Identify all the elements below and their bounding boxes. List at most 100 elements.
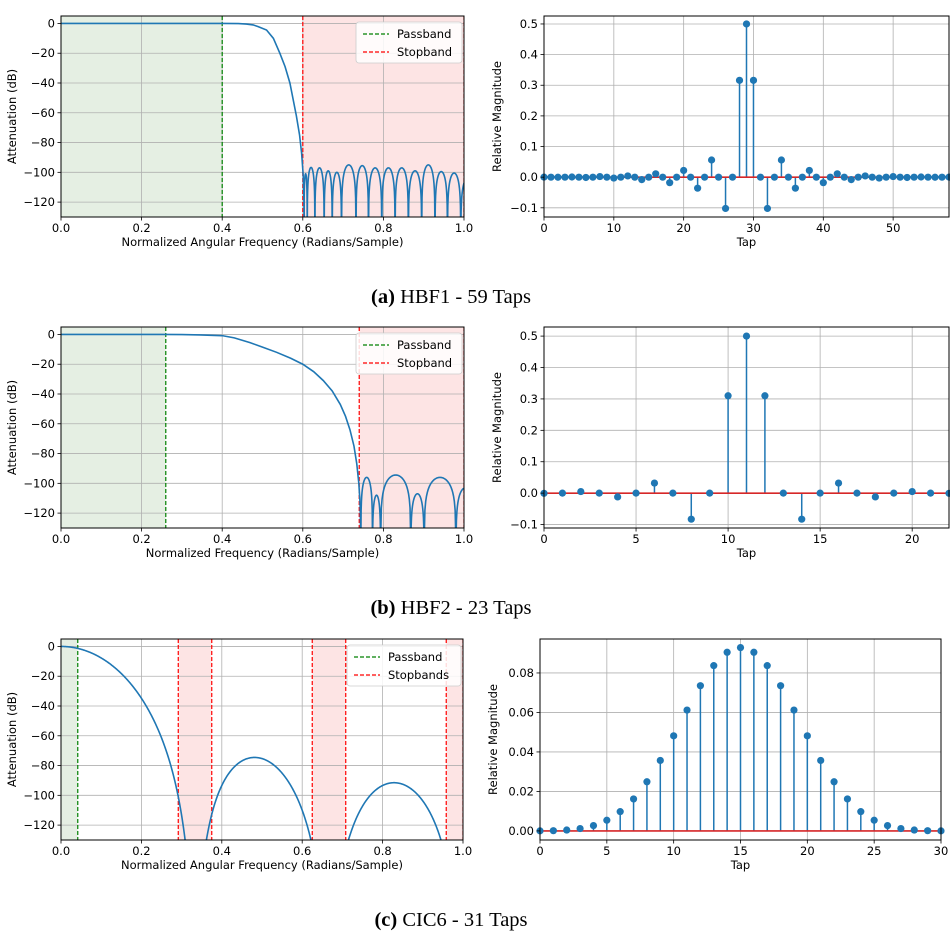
x-tick-label: 0 (536, 844, 543, 858)
y-tick-label: 0.5 (520, 329, 538, 343)
stopband-lobe (423, 476, 457, 528)
stem-marker (659, 173, 667, 181)
stem-marker (617, 173, 625, 181)
y-tick-label: 0.08 (508, 666, 534, 680)
stem-marker (603, 816, 611, 824)
y-tick-label: −100 (23, 165, 55, 179)
stem-marker (582, 173, 590, 182)
stem-marker (790, 706, 798, 714)
stem-marker (826, 173, 834, 181)
stem-marker (871, 493, 879, 501)
stem-marker (656, 756, 664, 765)
x-tick-label: 50 (886, 221, 901, 235)
stem-marker (798, 173, 806, 181)
stem-marker (724, 392, 732, 400)
y-tick-label: −20 (31, 46, 55, 60)
x-tick-label: 0.8 (373, 844, 391, 858)
passband-region (61, 327, 166, 528)
x-tick-label: 0.4 (213, 844, 231, 858)
stem-marker (701, 173, 709, 181)
stem-marker (643, 778, 651, 786)
caption-label: (c) (374, 909, 397, 931)
stem-marker (629, 795, 638, 803)
y-tick-label: 0.3 (520, 78, 538, 92)
legend: Passband Stopbands (346, 644, 462, 687)
y-tick-label: 0.2 (520, 109, 538, 123)
stem-marker (589, 173, 597, 181)
stopband-lobe (407, 170, 423, 217)
stem-marker (714, 173, 723, 181)
y-tick-label: −60 (31, 106, 55, 120)
y-tick-label: −40 (31, 699, 55, 713)
stem-marker (577, 487, 585, 496)
y-tick-label: −20 (31, 669, 55, 683)
stem-marker (938, 173, 946, 181)
caption-text: CIC6 - 31 Taps (402, 909, 527, 931)
stem-marker (558, 489, 567, 497)
stem-marker (547, 173, 555, 181)
y-axis-label: Relative Magnitude (490, 372, 504, 483)
stem-marker (761, 392, 769, 400)
x-tick-label: 10 (666, 844, 681, 858)
y-tick-label: −100 (23, 476, 55, 490)
stem-marker (868, 173, 876, 181)
stem-marker (924, 173, 932, 181)
x-tick-label: 0.6 (293, 844, 311, 858)
stem-marker (763, 662, 771, 670)
stem-marker (805, 166, 813, 175)
stem-marker (847, 176, 855, 184)
legend-box (355, 21, 463, 64)
y-axis-label: Attenuation (dB) (5, 69, 19, 164)
stem-marker (910, 173, 918, 181)
stopband-lobe (371, 494, 382, 528)
x-tick-label: 20 (800, 844, 815, 858)
stem-marker (816, 489, 824, 497)
stem-marker (903, 173, 911, 182)
x-tick-label: 10 (721, 532, 736, 546)
stem-marker (549, 827, 557, 835)
stem-marker (645, 173, 653, 181)
x-tick-label: 0.6 (294, 221, 312, 235)
y-tick-label: 0.1 (520, 455, 538, 469)
stem-marker (595, 489, 603, 497)
stem-marker (819, 179, 827, 187)
axes-frame (543, 15, 950, 218)
stopband-lobe (314, 167, 325, 217)
stem-marker (614, 493, 622, 501)
stopband-lobe (381, 167, 396, 217)
stem-marker (603, 173, 611, 181)
stem-marker (883, 821, 892, 830)
axes-frame (60, 638, 464, 841)
x-tick-label: 25 (867, 844, 882, 858)
stem-marker (616, 808, 624, 816)
x-tick-label: 1.0 (455, 532, 473, 546)
y-tick-label: −0.1 (510, 201, 538, 215)
y-tick-label: 0.2 (520, 423, 538, 437)
stem-marker (721, 204, 730, 213)
y-tick-label: −120 (23, 818, 55, 832)
x-tick-label: 5 (632, 532, 639, 546)
stem-marker (624, 172, 632, 180)
passband-region (61, 639, 78, 840)
caption-label: (b) (370, 597, 395, 619)
stem-marker (833, 170, 841, 178)
x-tick-label: 30 (746, 221, 761, 235)
stem-marker (861, 172, 869, 180)
legend-entry-label: Stopbands (388, 668, 449, 682)
legend: Passband Stopband (355, 21, 463, 64)
stem-marker (870, 816, 878, 824)
y-tick-label: 0 (48, 16, 55, 30)
x-tick-label: 10 (607, 221, 622, 235)
y-tick-label: 0.00 (508, 824, 534, 838)
axes-frame (60, 326, 465, 529)
subplot-frequency-response: 0.0 0.2 0.4 0.6 0.8 1.0 0 −20 −40 −60 −80 −100 −120 N… (5, 638, 472, 872)
y-tick-label: −0.1 (510, 518, 538, 532)
y-tick-label: −60 (31, 417, 55, 431)
y-tick-label: 0 (48, 327, 55, 341)
y-tick-label: −80 (31, 447, 55, 461)
x-tick-label: 0.2 (132, 221, 150, 235)
stem-marker (683, 706, 691, 714)
stopband-lobe (306, 166, 316, 217)
stem-marker (917, 173, 925, 181)
stem-marker (589, 821, 598, 830)
